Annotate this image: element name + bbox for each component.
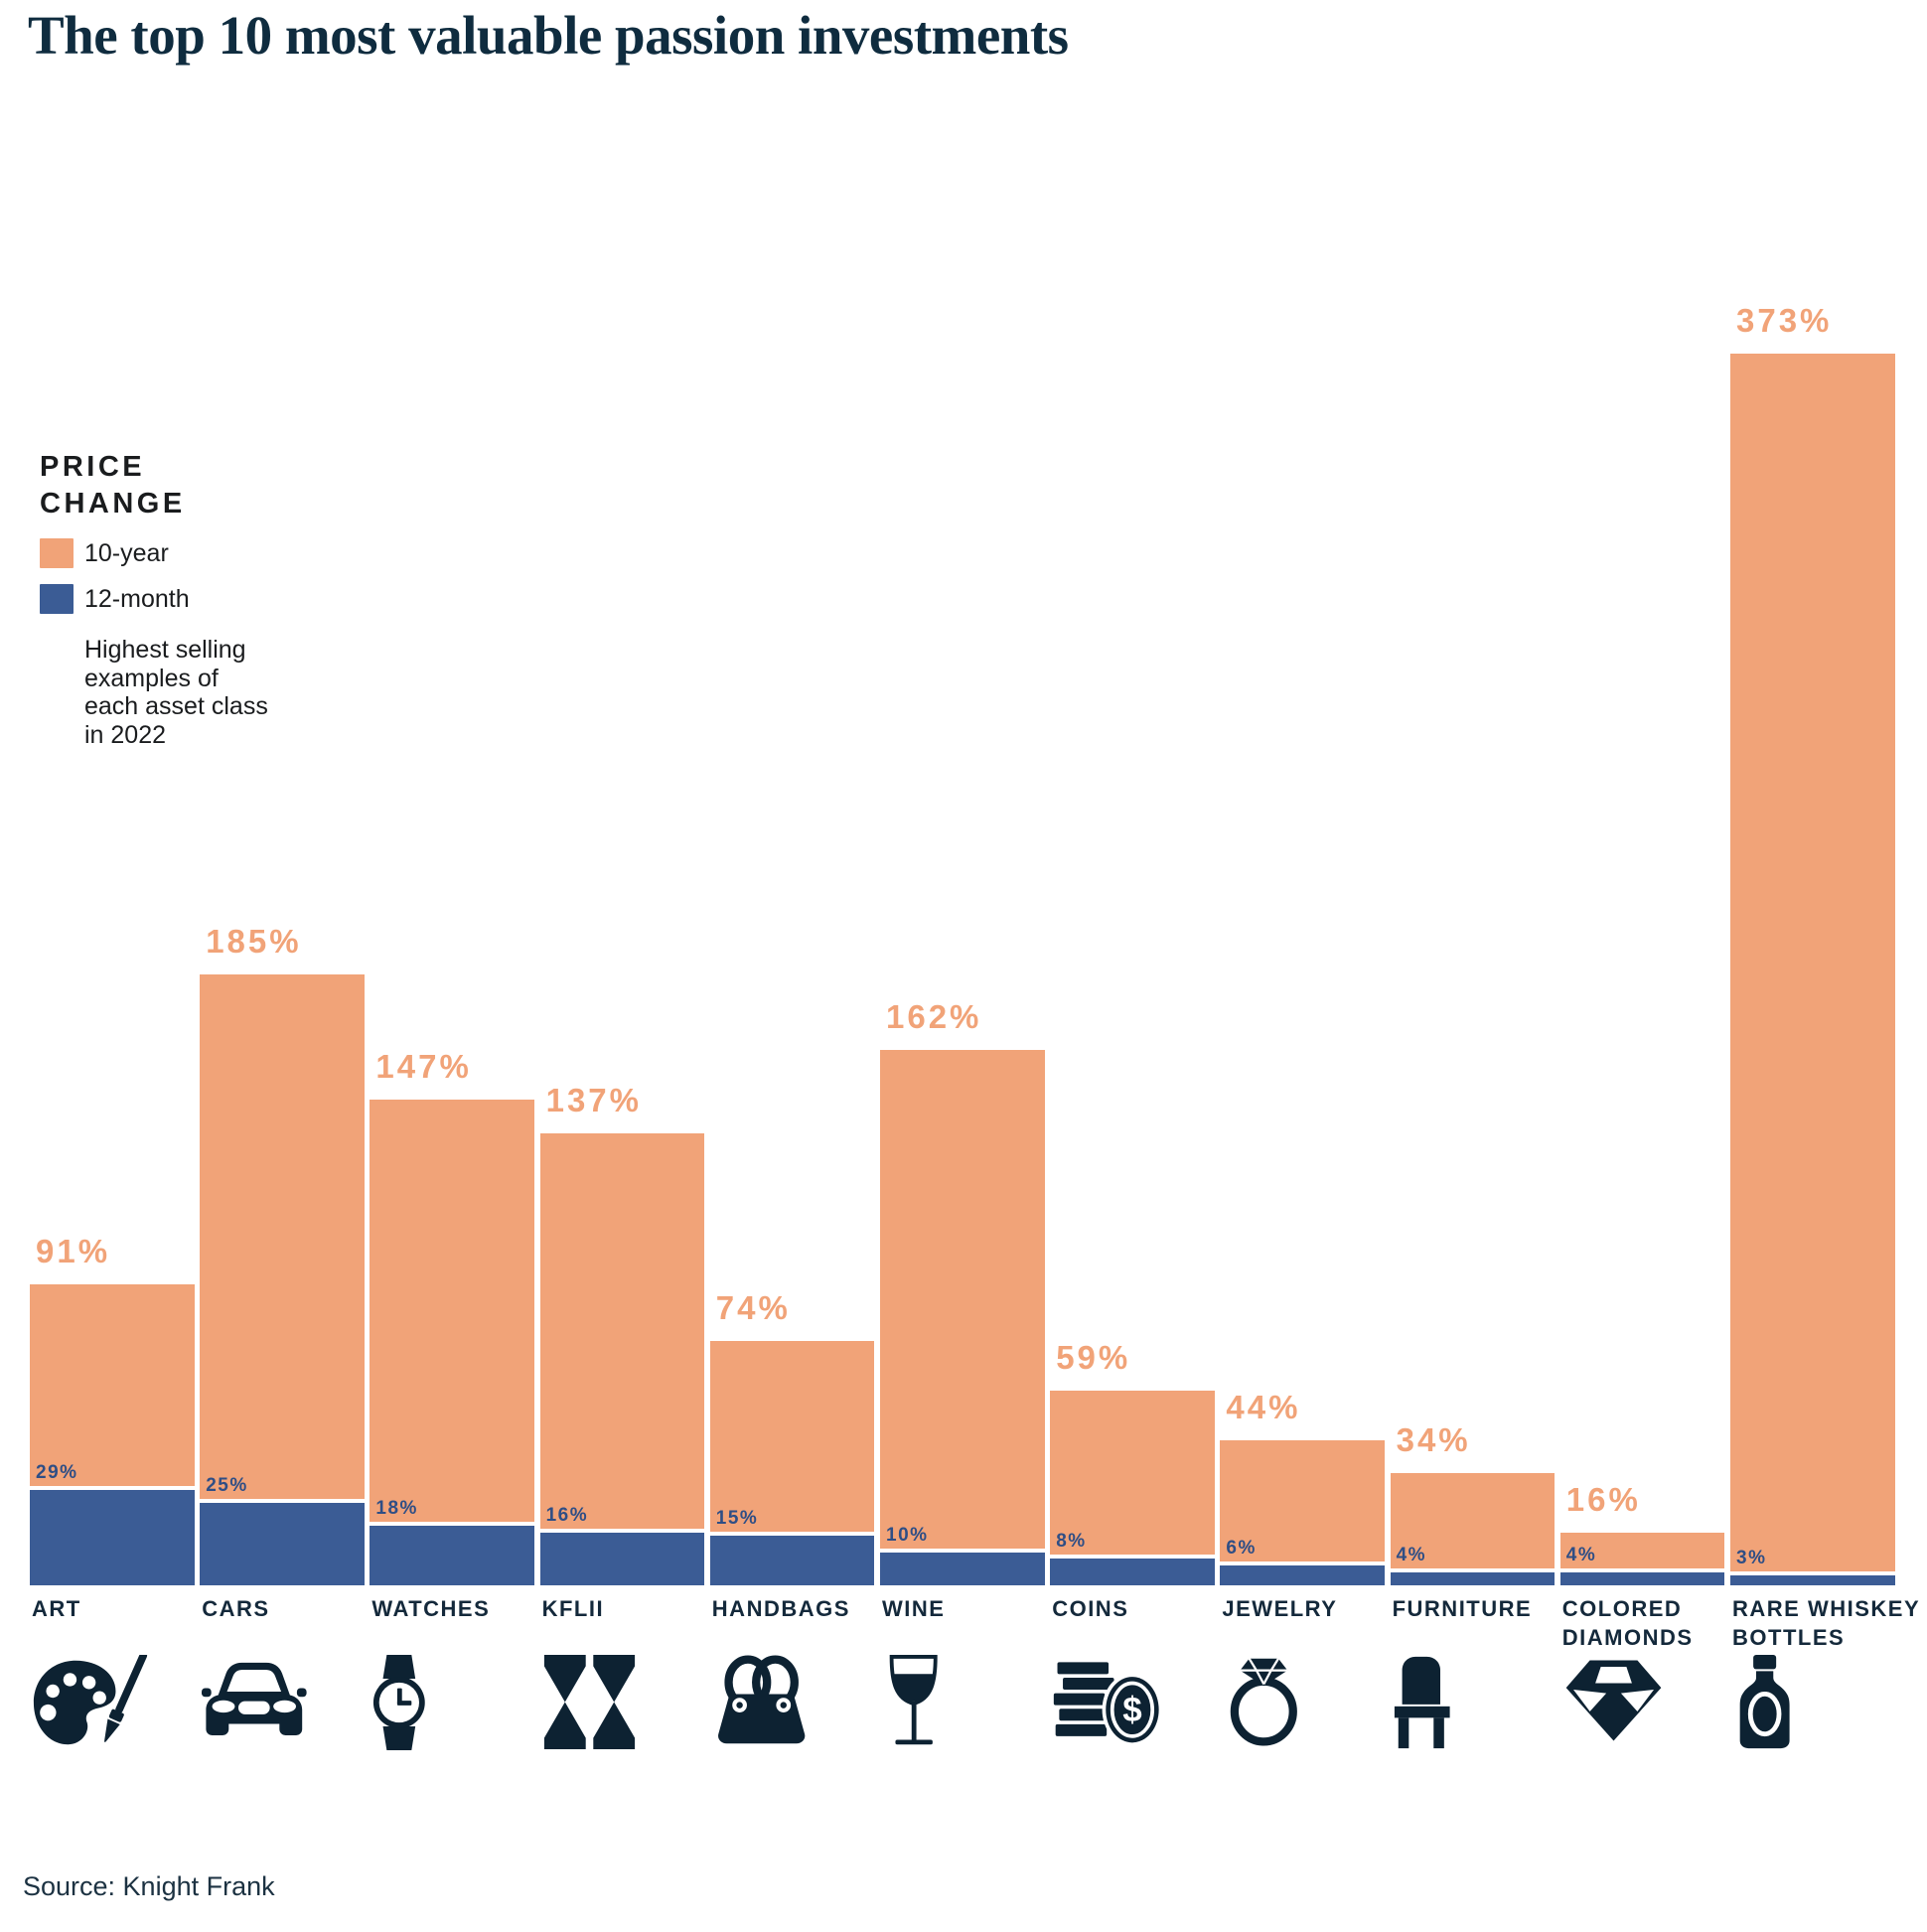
- bar-12-month-coins: [1050, 1559, 1215, 1585]
- bar-12-month-colored-diamonds: [1559, 1571, 1725, 1585]
- bar-12-month-jewelry: [1220, 1565, 1385, 1585]
- diamond-icon: [1562, 1655, 1665, 1746]
- svg-text:$: $: [1122, 1691, 1141, 1729]
- value-label-10-year-wine: 162%: [886, 998, 982, 1036]
- bar-12-month-rare-whiskey-bottles: [1730, 1575, 1895, 1585]
- value-label-12-month-furniture: 4%: [1396, 1544, 1427, 1565]
- bar-10-year-wine: [880, 1050, 1045, 1585]
- value-label-10-year-cars: 185%: [206, 922, 302, 960]
- bar-12-month-art: [30, 1489, 195, 1585]
- value-label-12-month-cars: 25%: [206, 1474, 248, 1496]
- value-label-12-month-art: 29%: [36, 1461, 78, 1483]
- category-label-jewelry: JEWELRY: [1222, 1596, 1338, 1621]
- legend-item-10-year: 10-year: [40, 538, 298, 568]
- bar-10-year-rare-whiskey-bottles: [1730, 354, 1895, 1585]
- bar-12-month-cars: [200, 1502, 365, 1585]
- chair-icon: [1393, 1655, 1453, 1750]
- category-label-kflii: KFLII: [541, 1596, 605, 1621]
- category-label-colored-diamonds: COLORED DIAMONDS: [1561, 1596, 1694, 1650]
- chart-column-art: 91% 29% ART: [30, 0, 195, 1932]
- value-label-12-month-handbags: 15%: [715, 1508, 759, 1530]
- value-label-10-year-kflii: 137%: [545, 1081, 642, 1118]
- chart-column-furniture: 34% 4% FURNITURE: [1390, 0, 1556, 1932]
- value-label-12-month-watches: 18%: [375, 1498, 418, 1520]
- whiskey-bottle-icon: [1732, 1655, 1797, 1750]
- value-label-12-month-kflii: 16%: [545, 1504, 589, 1526]
- legend-note: Highest selling examples of each asset c…: [84, 636, 268, 749]
- watch-icon: [371, 1655, 427, 1750]
- bar-12-month-handbags: [709, 1536, 875, 1585]
- value-label-12-month-colored-diamonds: 4%: [1565, 1544, 1597, 1565]
- category-label-handbags: HANDBAGS: [711, 1596, 850, 1621]
- legend-swatch-10-year: [40, 538, 74, 568]
- value-label-10-year-art: 91%: [36, 1233, 111, 1270]
- bar-10-year-watches: [370, 1100, 534, 1585]
- bar-10-year-cars: [200, 973, 365, 1585]
- legend-label-10-year: 10-year: [84, 538, 169, 567]
- value-label-10-year-jewelry: 44%: [1226, 1388, 1301, 1425]
- bar-12-month-watches: [370, 1526, 534, 1585]
- chart-legend: PRICE CHANGE 10-year 12-month Highest se…: [40, 449, 298, 749]
- chart-column-jewelry: 44% 6% JEWELRY: [1220, 0, 1385, 1932]
- legend-item-12-month: 12-month: [40, 584, 298, 614]
- bar-10-year-coins: [1050, 1390, 1215, 1585]
- bar-12-month-wine: [880, 1552, 1045, 1585]
- category-label-art: ART: [32, 1596, 81, 1621]
- value-label-10-year-colored-diamonds: 16%: [1565, 1480, 1641, 1518]
- coins-icon: $: [1052, 1655, 1160, 1746]
- bar-10-year-kflii: [539, 1132, 705, 1585]
- chart-column-wine: 162% 10% WINE: [880, 0, 1045, 1932]
- chart-column-kflii: 137% 16% KFLII: [539, 0, 705, 1932]
- category-label-wine: WINE: [882, 1596, 946, 1621]
- value-label-10-year-handbags: 74%: [715, 1288, 791, 1326]
- category-label-coins: COINS: [1052, 1596, 1129, 1621]
- chart-column-coins: 59% 8% COINS $: [1050, 0, 1215, 1932]
- category-label-rare-whiskey-bottles: RARE WHISKEY BOTTLES: [1732, 1596, 1920, 1650]
- category-label-furniture: FURNITURE: [1392, 1596, 1533, 1621]
- bar-10-year-jewelry: [1220, 1439, 1385, 1585]
- wine-glass-icon: [882, 1655, 945, 1750]
- ring-icon: [1222, 1655, 1306, 1746]
- value-label-10-year-furniture: 34%: [1396, 1420, 1471, 1458]
- source-credit: Source: Knight Frank: [23, 1871, 275, 1901]
- legend-swatch-12-month: [40, 584, 74, 614]
- value-label-12-month-coins: 8%: [1056, 1531, 1087, 1553]
- page-title: The top 10 most valuable passion investm…: [28, 5, 1069, 66]
- value-label-10-year-rare-whiskey-bottles: 373%: [1736, 302, 1833, 339]
- car-icon: [202, 1655, 307, 1742]
- handbag-icon: [712, 1655, 811, 1746]
- value-label-12-month-jewelry: 6%: [1226, 1538, 1257, 1560]
- chart-column-rare-whiskey-bottles: 373% 3% RARE WHISKEY BOTTLES: [1730, 0, 1918, 1932]
- palette-icon: [32, 1655, 150, 1750]
- value-label-12-month-wine: 10%: [886, 1524, 929, 1546]
- bar-10-year-furniture: [1390, 1472, 1556, 1585]
- category-label-watches: WATCHES: [371, 1596, 491, 1621]
- chart-column-watches: 147% 18% WATCHES: [370, 0, 534, 1932]
- bar-12-month-kflii: [539, 1532, 705, 1585]
- chart-column-handbags: 74% 15% HANDBAGS: [709, 0, 875, 1932]
- value-label-10-year-watches: 147%: [375, 1048, 472, 1086]
- value-label-10-year-coins: 59%: [1056, 1338, 1131, 1376]
- value-label-12-month-rare-whiskey-bottles: 3%: [1736, 1548, 1767, 1569]
- category-label-cars: CARS: [202, 1596, 270, 1621]
- chart-column-cars: 185% 25% CARS: [200, 0, 365, 1932]
- legend-label-12-month: 12-month: [84, 584, 190, 613]
- chart-column-colored-diamonds: 16% 4% COLORED DIAMONDS: [1559, 0, 1725, 1932]
- legend-heading: PRICE CHANGE: [40, 451, 186, 520]
- bar-12-month-furniture: [1390, 1571, 1556, 1585]
- kflii-icon: [542, 1655, 637, 1749]
